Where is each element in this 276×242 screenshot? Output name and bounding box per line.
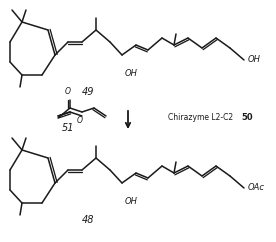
Text: O: O	[65, 87, 71, 96]
Text: Chirazyme L2-C2: Chirazyme L2-C2	[168, 113, 236, 121]
Text: O: O	[77, 116, 83, 125]
Text: 50: 50	[241, 113, 253, 121]
Text: OH: OH	[125, 69, 138, 78]
Text: 49: 49	[82, 87, 94, 97]
Text: OH: OH	[248, 55, 261, 65]
Text: 48: 48	[82, 215, 94, 225]
Text: OH: OH	[125, 197, 138, 206]
Text: OAc: OAc	[248, 183, 265, 192]
Text: 51: 51	[62, 123, 74, 133]
